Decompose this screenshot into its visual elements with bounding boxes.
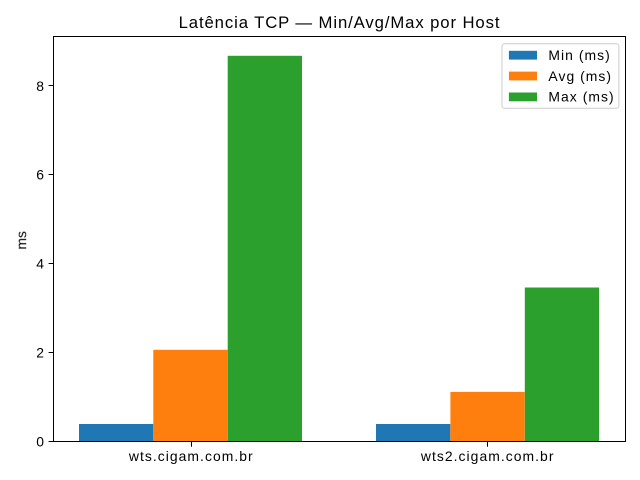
svg-text:ms: ms: [13, 231, 29, 250]
svg-text:wts.cigam.com.br: wts.cigam.com.br: [128, 448, 254, 464]
svg-text:8: 8: [36, 78, 44, 94]
svg-text:4: 4: [36, 256, 44, 272]
svg-text:6: 6: [36, 167, 44, 183]
svg-text:Max (ms): Max (ms): [548, 89, 614, 105]
svg-text:wts2.cigam.com.br: wts2.cigam.com.br: [420, 448, 555, 464]
svg-text:Latência TCP — Min/Avg/Max por: Latência TCP — Min/Avg/Max por Host: [179, 13, 501, 32]
svg-text:0: 0: [36, 433, 44, 449]
svg-text:Min (ms): Min (ms): [548, 47, 610, 63]
svg-text:Avg (ms): Avg (ms): [548, 68, 612, 84]
svg-text:2: 2: [36, 344, 44, 360]
